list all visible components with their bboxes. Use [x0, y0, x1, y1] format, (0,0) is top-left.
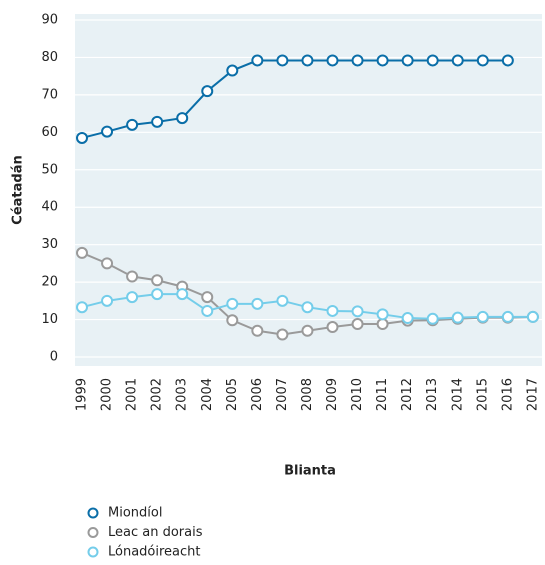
- data-point: [476, 310, 489, 323]
- data-point: [451, 54, 464, 67]
- data-point: [126, 270, 139, 283]
- data-point: [151, 274, 164, 287]
- y-tick-label: 30: [41, 237, 58, 252]
- data-point: [201, 291, 214, 304]
- y-tick-label: 40: [41, 200, 58, 215]
- data-point: [426, 54, 439, 67]
- data-point: [401, 54, 414, 67]
- x-tick-label: 2003: [175, 378, 190, 411]
- x-tick-label: 1999: [75, 378, 90, 411]
- data-point: [301, 301, 314, 314]
- data-point: [201, 304, 214, 317]
- data-point: [501, 310, 514, 323]
- data-point: [376, 54, 389, 67]
- data-point: [326, 304, 339, 317]
- data-point: [376, 308, 389, 321]
- data-point: [526, 310, 539, 323]
- data-point: [326, 321, 339, 334]
- data-point: [351, 318, 364, 331]
- x-tick-label: 2005: [225, 378, 240, 411]
- data-point: [126, 118, 139, 131]
- data-point: [426, 312, 439, 325]
- data-point: [251, 54, 264, 67]
- x-tick-label: 2000: [100, 378, 115, 411]
- data-point: [501, 54, 514, 67]
- data-point: [226, 64, 239, 77]
- x-tick-label: 2004: [200, 378, 215, 411]
- data-point: [451, 311, 464, 324]
- plot-background: [75, 14, 542, 366]
- y-tick-label: 60: [41, 125, 58, 140]
- data-point: [226, 314, 239, 327]
- data-point: [276, 294, 289, 307]
- legend-marker: [87, 546, 99, 558]
- x-tick-label: 2006: [250, 378, 265, 411]
- x-axis-label: Blianta: [284, 464, 336, 479]
- x-tick-label: 2011: [375, 378, 390, 411]
- data-point: [126, 291, 139, 304]
- data-point: [276, 54, 289, 67]
- y-axis-label: Céatadán: [11, 155, 26, 224]
- x-tick-label: 2007: [275, 378, 290, 411]
- x-tick-label: 2009: [325, 378, 340, 411]
- data-point: [151, 288, 164, 301]
- data-point: [401, 312, 414, 325]
- x-tick-label: 2013: [425, 378, 440, 411]
- data-point: [101, 257, 114, 270]
- legend-label: Lónadóireacht: [108, 545, 201, 560]
- data-point: [326, 54, 339, 67]
- data-point: [251, 324, 264, 337]
- x-tick-label: 2015: [475, 378, 490, 411]
- x-tick-label: 2002: [150, 378, 165, 411]
- y-tick-label: 0: [50, 350, 58, 365]
- x-tick-label: 2016: [500, 378, 515, 411]
- data-point: [301, 324, 314, 337]
- data-point: [176, 112, 189, 125]
- y-tick-label: 70: [41, 87, 58, 102]
- data-point: [276, 328, 289, 341]
- legend-marker: [87, 527, 99, 538]
- data-point: [101, 294, 114, 307]
- data-point: [76, 131, 88, 144]
- data-point: [301, 54, 314, 67]
- data-point: [101, 125, 114, 138]
- legend-label: Miondíol: [108, 506, 162, 521]
- y-tick-label: 50: [41, 162, 58, 177]
- x-tick-label: 2014: [450, 378, 465, 411]
- data-point: [151, 115, 164, 128]
- x-tick-label: 2012: [400, 378, 415, 411]
- data-point: [76, 246, 88, 259]
- x-tick-label: 2008: [300, 378, 315, 411]
- data-point: [226, 297, 239, 310]
- data-point: [176, 288, 189, 301]
- x-tick-label: 2017: [525, 378, 540, 411]
- x-tick-label: 2010: [350, 378, 365, 411]
- y-tick-label: 20: [41, 275, 58, 290]
- data-point: [201, 85, 214, 98]
- data-point: [76, 301, 88, 314]
- data-point: [376, 318, 389, 331]
- data-point: [351, 54, 364, 67]
- y-tick-label: 10: [41, 312, 58, 327]
- legend-label: Leac an dorais: [108, 525, 203, 540]
- y-tick-label: 80: [41, 50, 58, 65]
- y-tick-label: 90: [41, 13, 58, 28]
- legend-marker: [87, 507, 99, 519]
- data-point: [476, 54, 489, 67]
- data-point: [351, 305, 364, 318]
- data-point: [251, 297, 264, 310]
- x-tick-label: 2001: [125, 378, 140, 411]
